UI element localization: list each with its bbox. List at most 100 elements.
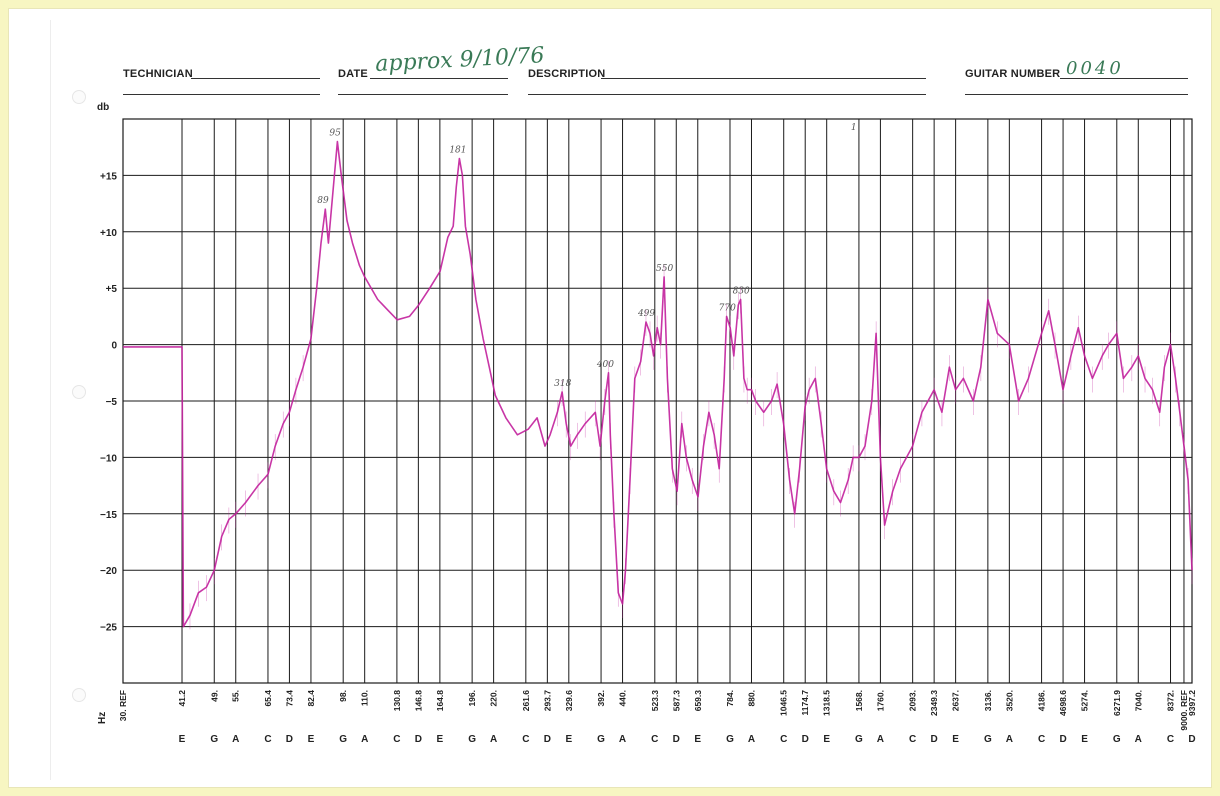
x-tick-label: 3520. bbox=[1004, 690, 1014, 711]
peak-annotation: 181 bbox=[449, 145, 466, 155]
y-tick-label: +15 bbox=[100, 171, 117, 182]
x-tick-label: 587.3 bbox=[671, 690, 681, 712]
x-note-label: E bbox=[437, 734, 444, 745]
x-note-label: E bbox=[179, 734, 186, 745]
x-tick-label: 164.8 bbox=[435, 690, 445, 712]
x-tick-label: 523.3 bbox=[650, 690, 660, 712]
x-tick-label: 2637. bbox=[951, 690, 961, 711]
x-note-label: E bbox=[952, 734, 959, 745]
x-note-label: D bbox=[931, 734, 938, 745]
x-note-label: D bbox=[1059, 734, 1066, 745]
guitar-number-label: GUITAR NUMBER bbox=[965, 68, 1061, 80]
x-tick-label: 1760. bbox=[875, 690, 885, 711]
peak-annotation: 550 bbox=[656, 264, 673, 274]
y-tick-label: −5 bbox=[106, 397, 118, 408]
x-note-label: C bbox=[522, 734, 529, 745]
y-tick-label: +5 bbox=[106, 284, 118, 295]
x-tick-label: 784. bbox=[725, 690, 735, 707]
x-note-label: G bbox=[855, 734, 863, 745]
x-tick-label: 2349.3 bbox=[929, 690, 939, 716]
peak-annotation: 1 bbox=[851, 123, 857, 133]
y-tick-label: +10 bbox=[100, 228, 117, 239]
x-note-label: G bbox=[597, 734, 605, 745]
x-tick-label: 49. bbox=[209, 690, 219, 702]
x-tick-label: 41.2 bbox=[177, 690, 187, 707]
x-note-label: C bbox=[651, 734, 658, 745]
x-tick-label: 659.3 bbox=[693, 690, 703, 712]
paper-fold-line bbox=[50, 20, 51, 780]
x-note-label: A bbox=[1006, 734, 1013, 745]
x-note-label: E bbox=[1081, 734, 1088, 745]
x-note-label: E bbox=[308, 734, 315, 745]
peak-annotation: 499 bbox=[637, 309, 655, 319]
x-note-label: A bbox=[748, 734, 755, 745]
x-tick-label: 4186. bbox=[1037, 690, 1047, 711]
x-note-label: C bbox=[1038, 734, 1045, 745]
x-tick-label: 3136. bbox=[983, 690, 993, 711]
x-note-label: E bbox=[823, 734, 830, 745]
x-note-label: C bbox=[909, 734, 916, 745]
x-tick-label: 9397.2 bbox=[1187, 690, 1197, 716]
technician-underline-2 bbox=[123, 94, 320, 95]
peak-annotation: 830 bbox=[733, 286, 750, 296]
x-tick-label: 73.4 bbox=[284, 690, 294, 707]
peak-annotation: 400 bbox=[596, 360, 614, 370]
x-tick-label: 261.6 bbox=[521, 690, 531, 712]
y-tick-label: 0 bbox=[111, 341, 117, 352]
x-note-label: C bbox=[264, 734, 271, 745]
date-underline-2 bbox=[338, 94, 508, 95]
description-underline bbox=[601, 78, 926, 79]
x-note-label: A bbox=[619, 734, 626, 745]
x-note-label: D bbox=[415, 734, 422, 745]
punch-hole bbox=[72, 90, 86, 104]
x-tick-label: 30. REF bbox=[118, 690, 128, 721]
x-tick-label: 293.7 bbox=[542, 690, 552, 712]
peak-annotation: 89 bbox=[317, 196, 329, 206]
x-note-label: A bbox=[361, 734, 368, 745]
x-tick-label: 4698.6 bbox=[1058, 690, 1068, 716]
description-underline-2 bbox=[528, 94, 926, 95]
y-tick-label: −10 bbox=[100, 453, 117, 464]
x-note-label: G bbox=[726, 734, 734, 745]
x-tick-label: 82.4 bbox=[306, 690, 316, 707]
x-tick-label: 2093. bbox=[908, 690, 918, 711]
x-tick-label: 7040. bbox=[1133, 690, 1143, 711]
guitar-number-underline bbox=[1060, 78, 1188, 79]
x-tick-label: 196. bbox=[467, 690, 477, 707]
x-note-label: D bbox=[544, 734, 551, 745]
x-tick-label: 329.6 bbox=[564, 690, 574, 712]
punch-hole bbox=[72, 385, 86, 399]
x-note-label: E bbox=[694, 734, 701, 745]
x-tick-label: 880. bbox=[746, 690, 756, 707]
x-tick-label: 130.8 bbox=[392, 690, 402, 712]
x-note-label: D bbox=[286, 734, 293, 745]
x-axis-label: Hz bbox=[97, 712, 108, 724]
x-tick-label: 5274. bbox=[1080, 690, 1090, 711]
description-label: DESCRIPTION bbox=[528, 68, 606, 80]
date-underline bbox=[370, 78, 508, 79]
x-tick-label: 8372. bbox=[1166, 690, 1176, 711]
x-tick-label: 1318.5 bbox=[822, 690, 832, 716]
x-note-label: C bbox=[1167, 734, 1174, 745]
x-note-label: D bbox=[1188, 734, 1195, 745]
peak-annotation: 318 bbox=[554, 379, 571, 389]
technician-underline bbox=[191, 78, 320, 79]
x-note-label: D bbox=[673, 734, 680, 745]
x-note-label: D bbox=[802, 734, 809, 745]
technician-label: TECHNICIAN bbox=[123, 68, 193, 80]
x-tick-label: 65.4 bbox=[263, 690, 273, 707]
x-tick-label: 55. bbox=[231, 690, 241, 702]
x-tick-label: 1568. bbox=[854, 690, 864, 711]
x-tick-label: 1174.7 bbox=[800, 690, 810, 716]
x-note-label: A bbox=[877, 734, 884, 745]
x-note-label: A bbox=[232, 734, 239, 745]
y-axis-label: db bbox=[97, 102, 109, 113]
guitar-number-value[interactable]: 0040 bbox=[1066, 58, 1124, 79]
x-note-label: G bbox=[1113, 734, 1121, 745]
peak-annotation: 770 bbox=[719, 303, 736, 313]
x-note-label: C bbox=[780, 734, 787, 745]
x-tick-label: 110. bbox=[360, 690, 370, 706]
x-note-label: G bbox=[468, 734, 476, 745]
x-tick-label: 392. bbox=[596, 690, 606, 707]
x-note-label: G bbox=[984, 734, 992, 745]
